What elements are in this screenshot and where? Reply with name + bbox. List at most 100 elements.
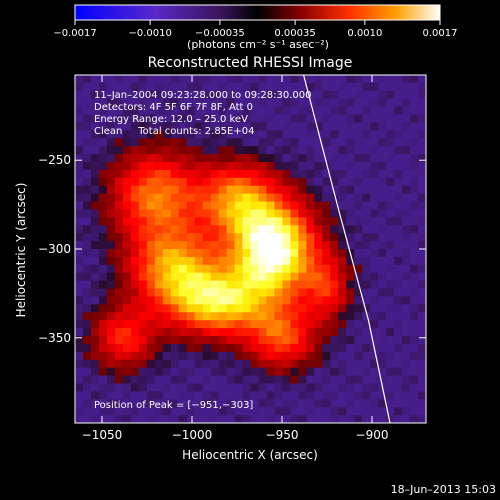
heatmap-cell [186,185,196,195]
heatmap-cell [362,351,371,361]
heatmap-cell [75,169,84,179]
heatmap-cell [194,296,204,305]
heatmap-cell [210,201,220,211]
heatmap-cell [186,312,196,321]
heatmap-cell [354,383,363,392]
heatmap-cell [130,249,140,258]
heatmap-cell [75,201,84,211]
heatmap-cell [162,312,172,321]
heatmap-cell [338,217,347,226]
heatmap-cell [218,138,228,147]
heatmap-cell [162,391,172,400]
heatmap-cell [218,399,228,408]
heatmap-cell [162,90,172,100]
heatmap-cell [354,177,363,187]
heatmap-cell [330,114,339,124]
heatmap-cell [266,130,276,139]
heatmap-cell [138,272,148,282]
heatmap-cell [266,328,276,337]
heatmap-cell [210,241,220,250]
heatmap-cell [146,185,156,195]
heatmap-cell [114,122,124,131]
heatmap-cell [242,154,252,163]
heatmap-cell [306,233,315,242]
heatmap-cell [266,375,276,385]
heatmap-cell [75,320,84,329]
heatmap-cell [274,256,284,266]
heatmap-cell [330,177,339,187]
heatmap-cell [90,336,100,345]
heatmap-cell [290,98,299,108]
heatmap-cell [162,256,172,266]
heatmap-cell [106,312,116,321]
heatmap-cell [106,367,116,377]
heatmap-cell [386,217,395,226]
heatmap-cell [298,312,307,321]
heatmap-cell [410,383,419,392]
heatmap-cell [186,114,196,124]
heatmap-cell [186,288,196,298]
heatmap-cell [394,336,403,345]
heatmap-cell [386,122,395,131]
heatmap-cell [234,328,244,337]
heatmap-cell [82,304,92,313]
heatmap-cell [266,351,276,361]
heatmap-cell [114,415,124,423]
heatmap-cell [378,98,387,108]
heatmap-cell [386,98,395,108]
heatmap-cell [75,82,84,92]
heatmap-cell [346,399,355,408]
heatmap-cell [114,201,124,211]
heatmap-cell [290,217,299,226]
heatmap-cell [354,256,363,266]
annotation-energy-range: Energy Range: 12.0 – 25.0 keV [94,114,248,125]
heatmap-cell [378,122,387,131]
heatmap-cell [250,90,260,100]
heatmap-cell [82,320,92,329]
heatmap-cell [194,288,204,298]
heatmap-cell [314,272,323,282]
heatmap-cell [162,82,172,92]
heatmap-cell [218,177,228,187]
heatmap-cell [210,154,220,163]
heatmap-cell [234,169,244,179]
heatmap-cell [418,162,426,171]
heatmap-cell [386,193,395,203]
heatmap-cell [178,162,188,171]
heatmap-image [75,75,426,423]
heatmap-cell [106,162,116,171]
heatmap-cell [202,343,212,353]
heatmap-cell [274,162,284,171]
heatmap-cell [266,272,276,282]
heatmap-cell [394,359,403,369]
heatmap-cell [242,98,252,108]
heatmap-cell [418,272,426,282]
heatmap-cell [202,304,212,313]
heatmap-cell [170,256,180,266]
heatmap-cell [402,217,411,226]
heatmap-cell [138,328,148,337]
heatmap-cell [258,154,268,163]
heatmap-cell [410,272,419,282]
heatmap-cell [314,233,323,242]
heatmap-cell [306,320,315,329]
heatmap-cell [82,106,92,116]
heatmap-cell [250,264,260,274]
heatmap-cell [170,75,180,84]
heatmap-cell [322,225,331,234]
heatmap-cell [90,375,100,385]
heatmap-cell [138,138,148,147]
heatmap-cell [314,106,323,116]
heatmap-cell [250,336,260,345]
heatmap-cell [186,225,196,234]
heatmap-cell [90,415,100,423]
heatmap-cell [394,288,403,298]
heatmap-cell [266,90,276,100]
heatmap-cell [90,264,100,274]
heatmap-cell [298,225,307,234]
heatmap-cell [194,82,204,92]
heatmap-cell [186,122,196,131]
heatmap-cell [210,304,220,313]
heatmap-cell [186,407,196,416]
heatmap-cell [130,415,140,423]
